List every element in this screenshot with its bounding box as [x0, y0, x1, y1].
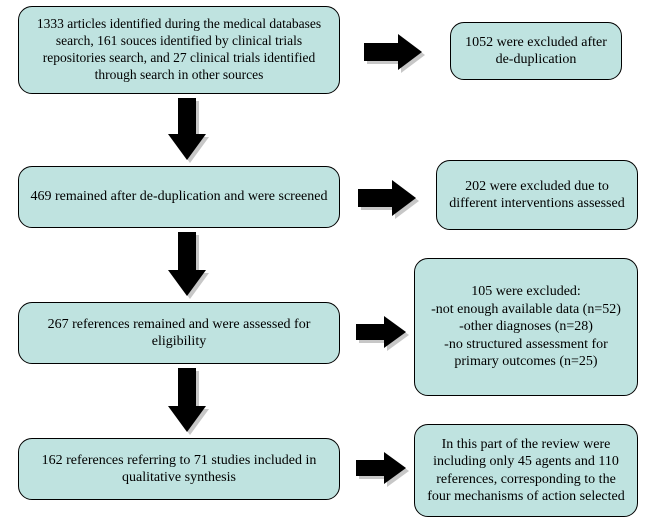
flow-box-excluded-dedup: 1052 were excluded after de-duplication: [450, 22, 622, 80]
flowchart-canvas: 1333 articles identified during the medi…: [0, 0, 650, 526]
flow-box-label: 202 were excluded due to different inter…: [447, 178, 627, 213]
flow-box-included: 162 references referring to 71 studies i…: [18, 438, 340, 500]
flow-box-excluded-interventions: 202 were excluded due to different inter…: [436, 160, 638, 230]
flow-box-label: In this part of the review were includin…: [425, 436, 627, 506]
flow-box-review-part: In this part of the review were includin…: [414, 424, 638, 517]
flow-box-label: 105 were excluded: -not enough available…: [425, 283, 627, 371]
flow-box-identification: 1333 articles identified during the medi…: [18, 6, 340, 94]
flow-box-label: 1333 articles identified during the medi…: [29, 16, 329, 84]
flow-box-label: 162 references referring to 71 studies i…: [29, 452, 329, 487]
flow-box-label: 267 references remained and were assesse…: [29, 316, 329, 351]
flow-box-label: 1052 were excluded after de-duplication: [461, 34, 611, 69]
flow-box-label: 469 remained after de-duplication and we…: [31, 188, 328, 206]
flow-box-eligibility: 267 references remained and were assesse…: [18, 302, 340, 364]
flow-box-screened: 469 remained after de-duplication and we…: [18, 166, 340, 228]
flow-box-excluded-105: 105 were excluded: -not enough available…: [414, 258, 638, 396]
